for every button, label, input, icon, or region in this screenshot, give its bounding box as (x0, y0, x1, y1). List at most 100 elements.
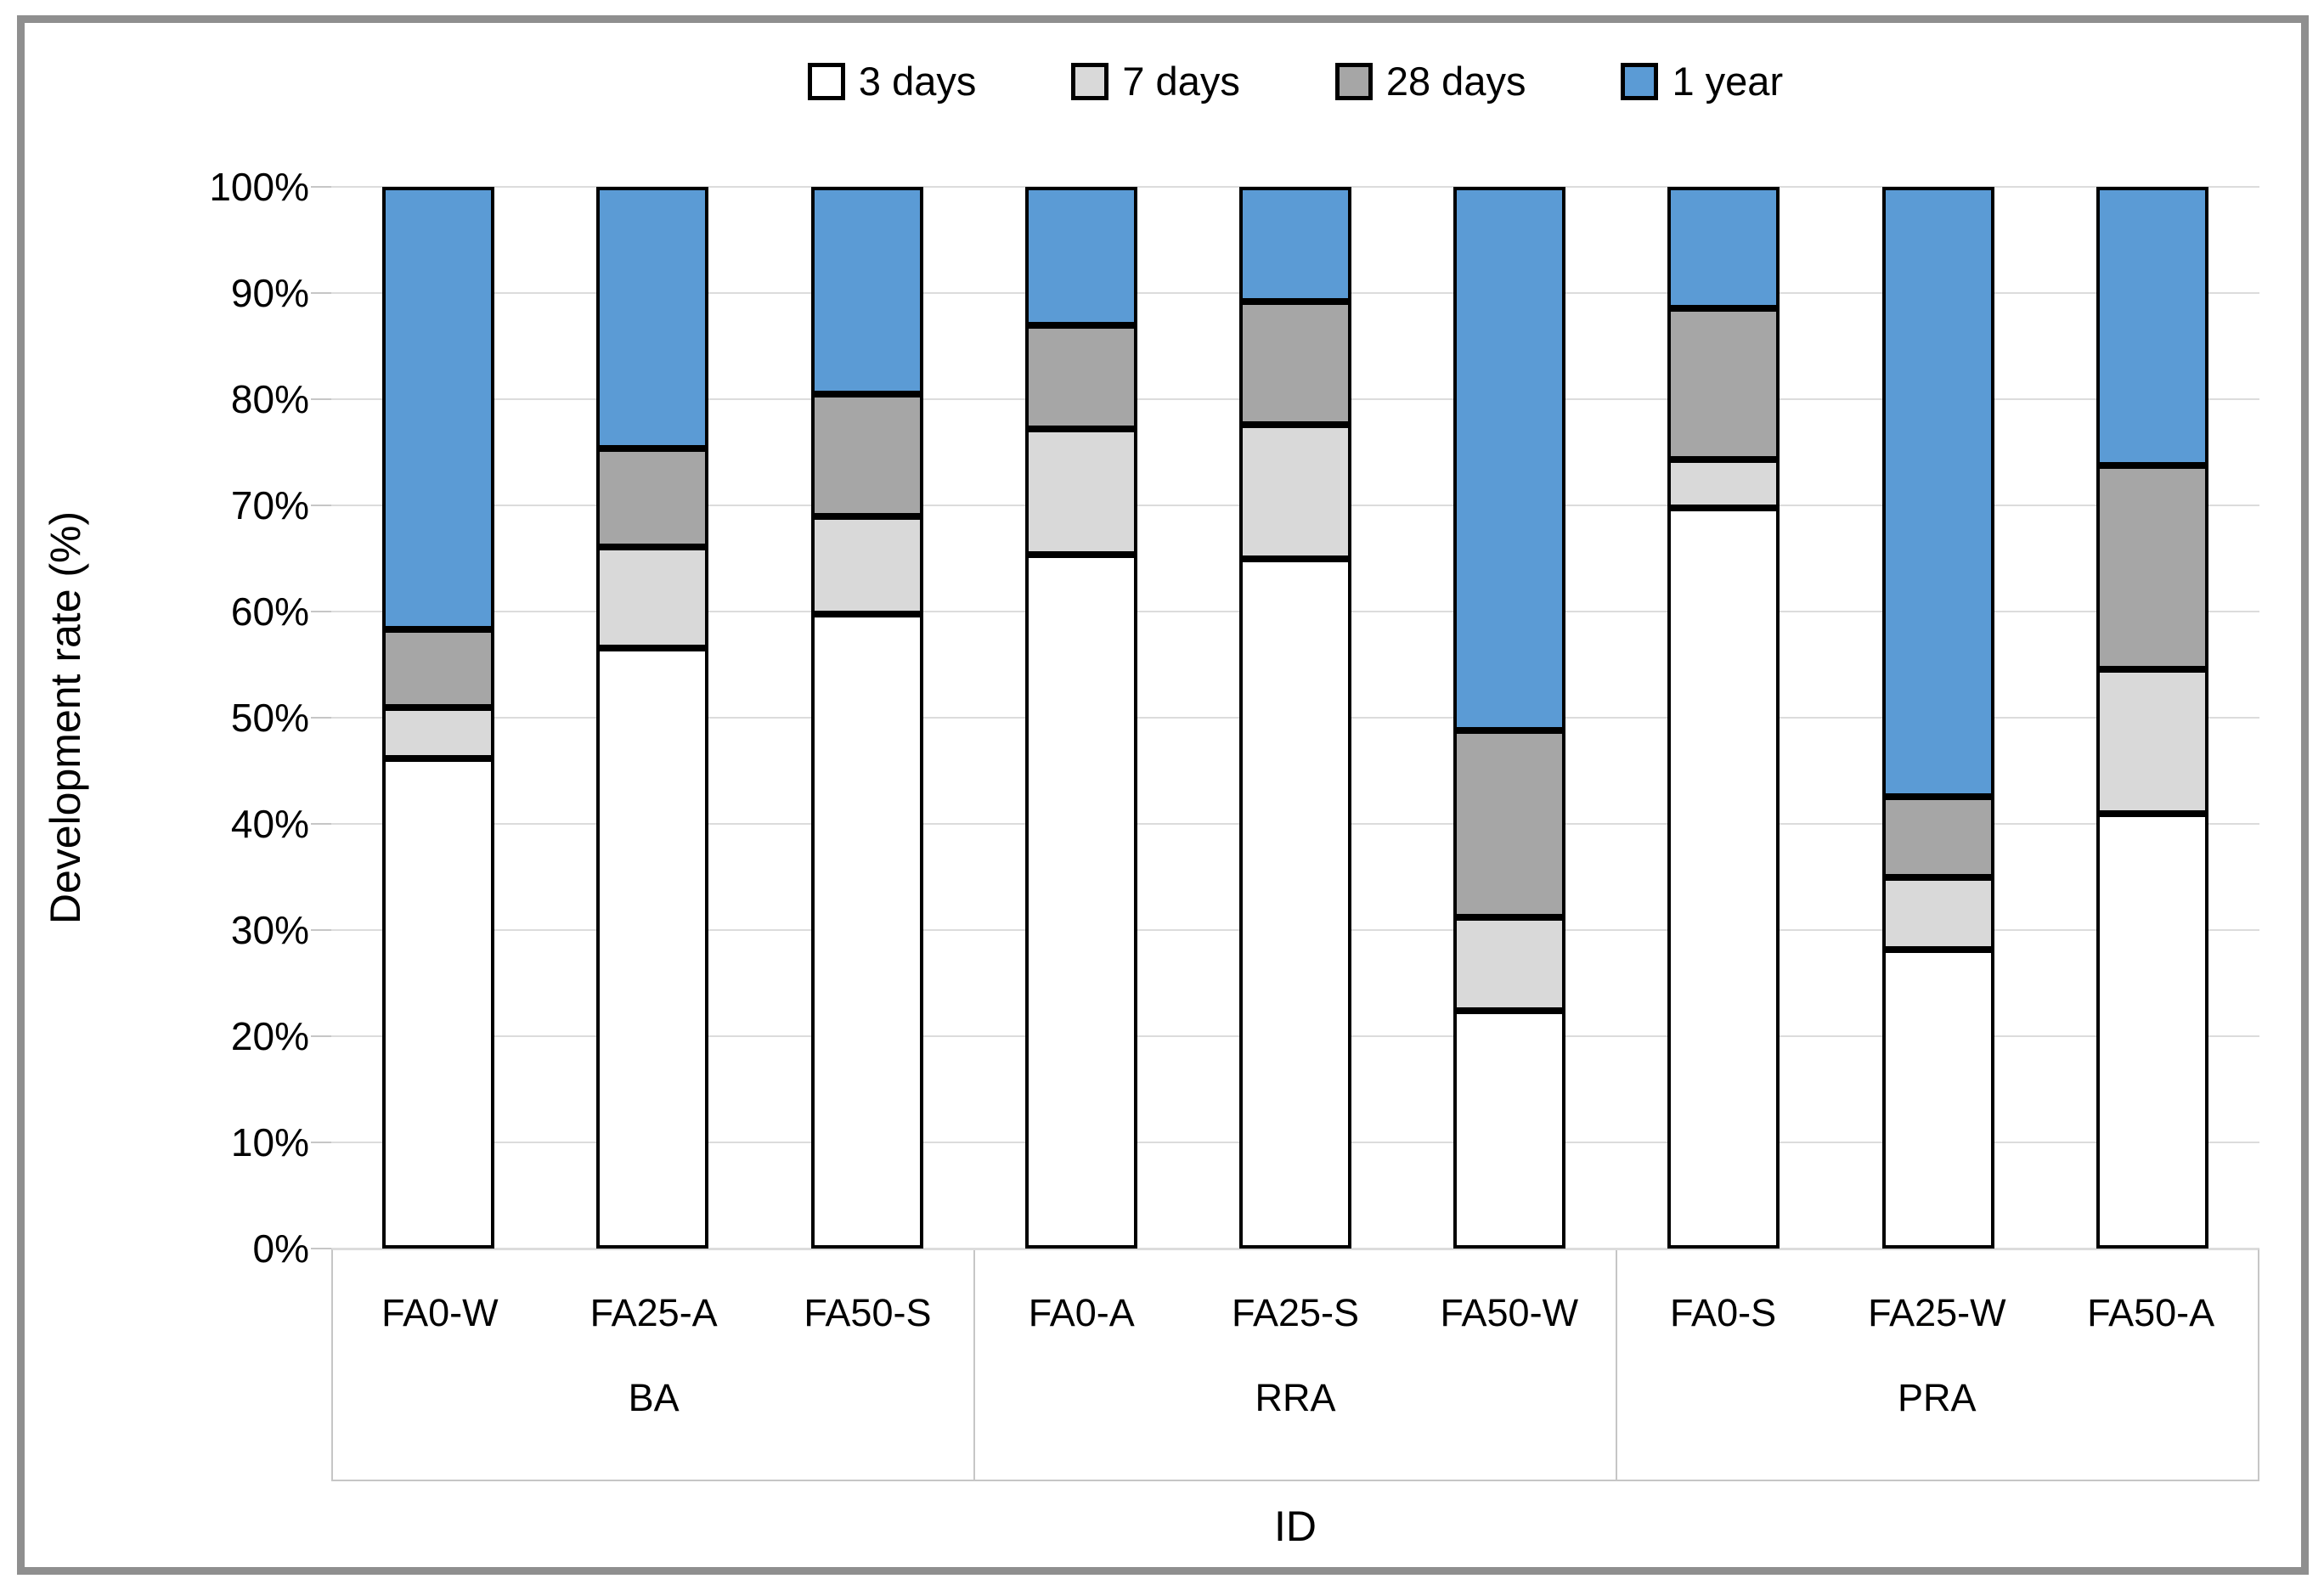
bar-slot-FA50-A (2045, 187, 2259, 1249)
bar-slot-FA25-W (1831, 187, 2045, 1249)
bars-layer (331, 187, 2259, 1249)
x-group-label-RRA: RRA (1255, 1376, 1336, 1419)
x-axis-title: ID (1274, 1503, 1317, 1550)
legend-label: 28 days (1385, 59, 1526, 104)
segment-FA50-A-1-year (2096, 187, 2208, 465)
segment-FA0-W-1-year (382, 187, 495, 630)
segment-FA25-W-28-days (1881, 796, 1994, 877)
legend-label: 3 days (858, 59, 977, 104)
y-tick-mark (311, 717, 331, 719)
bar-FA0-W (382, 187, 495, 1249)
y-tick-label-40%: 40% (230, 802, 309, 846)
x-group-label-PRA: PRA (1898, 1376, 1977, 1419)
segment-FA25-W-7-days (1881, 877, 1994, 950)
x-axis-bar-labels: FA0-W FA25-A FA50-S FA0-A FA25-S FA50-W FA0-S F… (333, 1250, 2258, 1376)
bar-slot-FA0-A (974, 187, 1188, 1249)
segment-FA50-A-28-days (2096, 465, 2208, 669)
y-tick-mark (311, 1035, 331, 1037)
y-tick-label-0%: 0% (252, 1226, 309, 1271)
bar-slot-FA50-S (759, 187, 973, 1249)
x-tick-label-FA25-W: FA25-W (1868, 1291, 2006, 1334)
bar-group-PRA (1616, 187, 2259, 1249)
segment-FA25-A-7-days (596, 546, 709, 648)
y-tick-label-60%: 60% (230, 589, 309, 634)
segment-FA50-W-7-days (1453, 917, 1566, 1011)
bar-slot-FA25-S (1188, 187, 1402, 1249)
bar-FA50-A (2096, 187, 2208, 1249)
x-tick-label-FA25-A: FA25-A (589, 1291, 718, 1334)
legend-item-28-days: 28 days (1334, 59, 1526, 104)
x-axis-group-labels: BA RRA PRA (333, 1376, 2258, 1483)
y-tick-mark (311, 505, 331, 506)
bar-slot-FA50-W (1402, 187, 1616, 1249)
y-tick-label-50%: 50% (230, 696, 309, 740)
bar-slot-FA0-W (331, 187, 545, 1249)
y-tick-label-100%: 100% (209, 165, 309, 209)
segment-FA25-S-3-days (1239, 558, 1351, 1249)
segment-FA0-A-7-days (1024, 429, 1137, 555)
legend-label: 7 days (1122, 59, 1240, 104)
segment-FA0-S-28-days (1667, 307, 1780, 460)
segment-FA50-W-28-days (1453, 730, 1566, 917)
legend: 3 days 7 days 28 days 1 year (331, 61, 2259, 101)
segment-FA0-W-3-days (382, 758, 495, 1249)
x-tick-label-FA50-A: FA50-A (2087, 1291, 2215, 1334)
y-tick-label-20%: 20% (230, 1014, 309, 1058)
legend-item-7-days: 7 days (1071, 59, 1240, 104)
segment-FA50-W-3-days (1453, 1011, 1566, 1249)
legend-swatch-icon (1334, 62, 1373, 100)
segment-FA0-S-1-year (1667, 187, 1780, 308)
segment-FA25-S-28-days (1239, 302, 1351, 425)
segment-FA50-S-28-days (810, 393, 923, 516)
segment-FA50-W-1-year (1453, 187, 1566, 730)
y-tick-label-80%: 80% (230, 377, 309, 421)
legend-label: 1 year (1672, 59, 1784, 104)
segment-FA0-W-28-days (382, 629, 495, 708)
x-axis-group-separator (973, 1250, 976, 1480)
segment-FA0-S-7-days (1667, 460, 1780, 508)
x-axis-group-separator (1615, 1250, 1617, 1480)
segment-FA50-S-1-year (810, 187, 923, 394)
segment-FA25-S-7-days (1239, 425, 1351, 559)
bar-FA0-S (1667, 187, 1780, 1249)
segment-FA50-A-7-days (2096, 668, 2208, 814)
segment-FA50-A-3-days (2096, 813, 2208, 1249)
segment-FA25-A-28-days (596, 448, 709, 547)
x-tick-label-FA25-S: FA25-S (1231, 1291, 1360, 1334)
bar-FA50-W (1453, 187, 1566, 1249)
legend-item-3-days: 3 days (807, 59, 977, 104)
legend-swatch-icon (807, 62, 845, 100)
bar-slot-FA0-S (1616, 187, 1830, 1249)
y-tick-mark (311, 292, 331, 294)
x-tick-label-FA0-A: FA0-A (1028, 1291, 1135, 1334)
y-tick-mark (311, 398, 331, 400)
segment-FA25-W-3-days (1881, 949, 1994, 1249)
legend-swatch-icon (1621, 62, 1659, 100)
bar-slot-FA25-A (545, 187, 759, 1249)
segment-FA0-A-3-days (1024, 554, 1137, 1249)
y-tick-mark (311, 929, 331, 931)
segment-FA0-A-1-year (1024, 187, 1137, 325)
segment-FA0-W-7-days (382, 707, 495, 758)
y-tick-mark (311, 1248, 331, 1249)
segment-FA25-A-3-days (596, 647, 709, 1249)
y-tick-label-10%: 10% (230, 1120, 309, 1164)
segment-FA50-S-7-days (810, 516, 923, 614)
x-tick-label-FA0-S: FA0-S (1670, 1291, 1777, 1334)
y-axis-tick-labels: 0% 10% 20% 30% 40% 50% 60% 70% 80% 90% 100% (102, 167, 309, 1268)
y-tick-mark (311, 186, 331, 188)
segment-FA50-S-3-days (810, 613, 923, 1249)
segment-FA0-S-3-days (1667, 507, 1780, 1249)
x-axis-table: FA0-W FA25-A FA50-S FA0-A FA25-S FA50-W FA0-S F… (331, 1249, 2259, 1481)
y-tick-mark (311, 611, 331, 612)
x-tick-label-FA0-W: FA0-W (381, 1291, 499, 1334)
y-tick-label-30%: 30% (230, 908, 309, 952)
bar-group-BA (331, 187, 974, 1249)
y-tick-label-90%: 90% (230, 271, 309, 315)
segment-FA25-W-1-year (1881, 187, 1994, 797)
bar-FA50-S (810, 187, 923, 1249)
y-tick-mark (311, 1142, 331, 1143)
legend-item-1-year: 1 year (1621, 61, 1783, 101)
bar-FA25-A (596, 187, 709, 1249)
